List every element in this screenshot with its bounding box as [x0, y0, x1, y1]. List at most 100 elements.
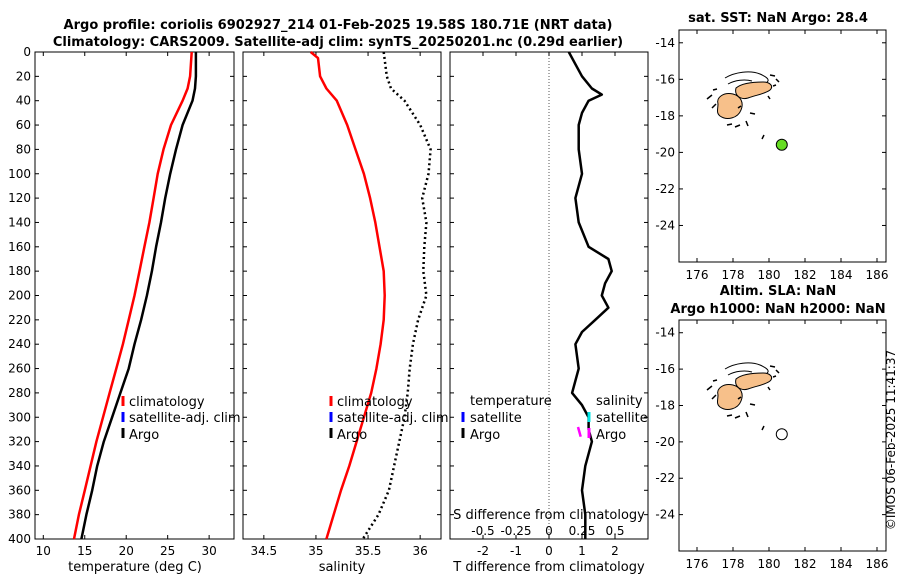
depth-tick-label: 280: [8, 386, 31, 400]
sst-map-frame: [678, 29, 887, 263]
depth-tick-label: 120: [8, 191, 31, 205]
depth-tick-label: 80: [16, 142, 31, 156]
legend-satellite-label: satellite-adj. clim: [129, 411, 241, 426]
lon-tick-label: 180: [758, 268, 781, 282]
depth-tick-label: 160: [8, 240, 31, 254]
legend-satellite-label: satellite-adj. clim: [337, 411, 449, 426]
difference-x-ticks: -2 -1 0 1 2 -0.5 -0.25 0 0.25 0.5: [471, 52, 625, 558]
x-tick-label: 15: [77, 544, 92, 558]
lat-tick-label: -20: [655, 435, 675, 449]
salinity-legend: climatology satellite-adj. clim Argo: [329, 395, 449, 443]
legend-climatology-label: climatology: [337, 395, 413, 410]
lon-tick-label: 178: [722, 268, 745, 282]
depth-tick-label: 320: [8, 435, 31, 449]
depth-ticks: 0 20 40 60 80 100 120 140 160 180 200 220 240 260 280 3…: [8, 45, 234, 546]
argo-location-marker: [775, 138, 788, 151]
sla-map-frame: [678, 319, 887, 552]
depth-tick-label: 100: [8, 167, 31, 181]
argo-location-marker: [775, 428, 788, 441]
legend-t-argo-label: Argo: [470, 428, 500, 443]
legend-salinity-title: salinity: [596, 394, 643, 409]
legend-temperature-title: temperature: [470, 394, 552, 409]
depth-tick-label: 180: [8, 264, 31, 278]
difference-series: [567, 51, 613, 539]
temperature-panel: 0 20 40 60 80 100 120 140 160 180 200 220 240 260 280 3…: [8, 45, 241, 575]
depth-tick-label: 60: [16, 118, 31, 132]
lat-tick-label: -24: [655, 218, 675, 232]
lon-tick-label: 176: [686, 268, 709, 282]
depth-tick-label: 140: [8, 215, 31, 229]
depth-tick-label: 220: [8, 313, 31, 327]
fiji-islands-land: [706, 362, 780, 431]
lon-tick-label: 182: [794, 268, 817, 282]
x-tick-label: 30: [201, 544, 216, 558]
s-diff-tick-label: 0.25: [569, 524, 596, 538]
lat-tick-label: -18: [655, 109, 675, 123]
sla-map-title-line1: Altim. SLA: NaN: [720, 284, 836, 299]
sla-map-markers: [775, 428, 788, 441]
sst-map-lon-ticks: 176 178 180 182 184 186: [686, 30, 888, 282]
x-tick-label: -2: [477, 544, 489, 558]
series-line-s-difference-argo: [576, 426, 582, 438]
lon-tick-label: 184: [830, 268, 853, 282]
depth-tick-label: 380: [8, 508, 31, 522]
depth-tick-label: 0: [23, 45, 31, 59]
legend-argo-label: Argo: [337, 428, 367, 443]
s-diff-tick-label: 0.5: [605, 524, 624, 538]
temperature-xlabel: temperature (deg C): [68, 560, 202, 575]
t-difference-xlabel: T difference from climatology: [452, 560, 645, 575]
depth-tick-label: 240: [8, 337, 31, 351]
depth-tick-label: 20: [16, 69, 31, 83]
x-tick-label: 34.5: [250, 544, 277, 558]
depth-tick-label: 200: [8, 289, 31, 303]
legend-climatology-label: climatology: [129, 395, 205, 410]
series-line-argo: [361, 51, 432, 540]
difference-panel: -2 -1 0 1 2 -0.5 -0.25 0 0.25 0.5 T difference fr…: [449, 51, 649, 575]
sst-map-lat-ticks: -14 -16 -18 -20 -22 -24: [655, 36, 886, 232]
lon-tick-label: 182: [794, 557, 817, 571]
difference-y-ticks: [450, 51, 648, 540]
x-tick-label: 36: [413, 544, 428, 558]
x-tick-label: -1: [510, 544, 522, 558]
lat-tick-label: -20: [655, 145, 675, 159]
x-tick-label: 2: [611, 544, 619, 558]
x-tick-label: 35: [308, 544, 323, 558]
series-line-climatology: [72, 51, 193, 540]
difference-legend-temperature: temperature satellite Argo: [461, 394, 552, 443]
legend-s-satellite-label: satellite: [596, 411, 648, 426]
salinity-xlabel: salinity: [319, 560, 366, 575]
lat-tick-label: -16: [655, 362, 675, 376]
salinity-y-ticks: [243, 51, 441, 540]
sla-map-lon-ticks: 176 178 180 182 184 186: [686, 320, 889, 571]
difference-legend-salinity: salinity satellite Argo: [587, 394, 648, 443]
depth-tick-label: 40: [16, 94, 31, 108]
s-diff-tick-label: -0.25: [500, 524, 531, 538]
lon-tick-label: 176: [686, 557, 709, 571]
sla-map-panel: Altim. SLA: NaN Argo h1000: NaN h2000: N…: [655, 284, 888, 571]
x-tick-label: 25: [160, 544, 175, 558]
s-diff-tick-label: 0: [545, 524, 553, 538]
x-tick-label: 35.5: [355, 544, 382, 558]
x-tick-label: 20: [119, 544, 134, 558]
lat-tick-label: -22: [655, 471, 675, 485]
figure-title-line1: Argo profile: coriolis 6902927_214 01-Fe…: [64, 18, 613, 33]
depth-tick-label: 400: [8, 532, 31, 546]
s-diff-tick-label: -0.5: [471, 524, 494, 538]
fiji-islands-land: [706, 71, 780, 140]
series-line-argo: [80, 52, 198, 540]
lat-tick-label: -22: [655, 182, 675, 196]
depth-tick-label: 300: [8, 410, 31, 424]
depth-tick-label: 260: [8, 362, 31, 376]
salinity-panel: 34.5 35 35.5 36 salinity climatology satell…: [242, 51, 449, 575]
sla-map-lat-ticks: -14 -16 -18 -20 -22 -24: [655, 326, 886, 522]
x-tick-label: 10: [36, 544, 51, 558]
timestamp-label: ©IMOS 06-Feb-2025 11:41:37: [884, 350, 898, 530]
lat-tick-label: -14: [655, 36, 675, 50]
lon-tick-label: 184: [830, 557, 853, 571]
temperature-x-ticks: 10 15 20 25 30: [36, 52, 217, 558]
legend-t-satellite-label: satellite: [470, 411, 522, 426]
sst-map-panel: sat. SST: NaN Argo: 28.4 176 178 180 182 184…: [655, 11, 888, 282]
temperature-series: [72, 51, 198, 540]
lon-tick-label: 186: [866, 557, 889, 571]
